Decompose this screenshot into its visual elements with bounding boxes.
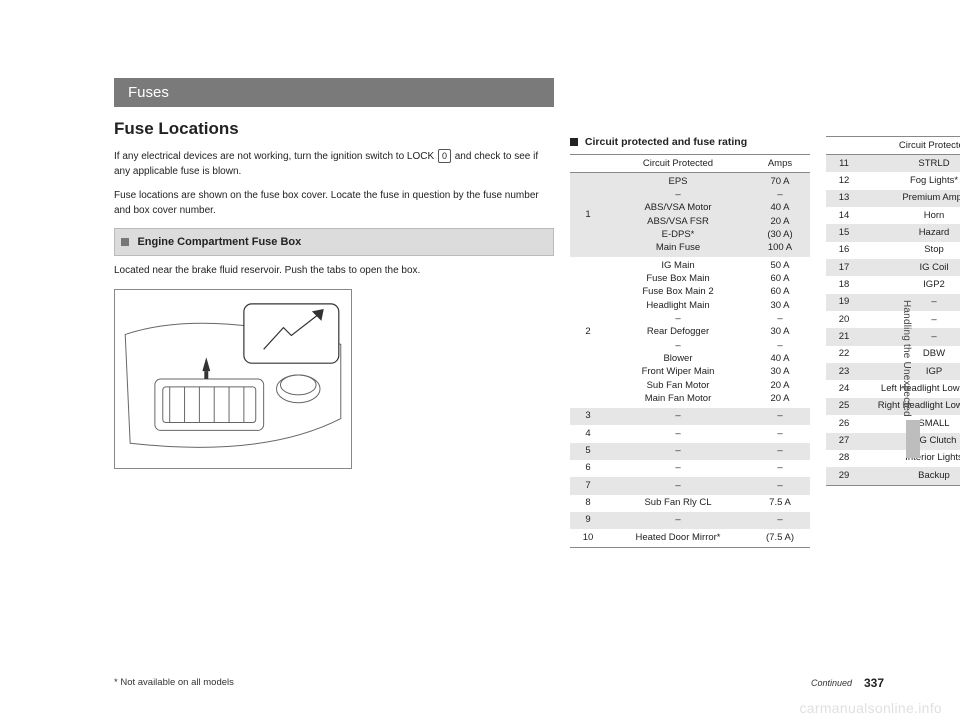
intro-text-1a: If any electrical devices are not workin… [114,151,437,162]
table-row: 8Sub Fan Rly CL7.5 A [570,495,810,512]
th-amps: Amps [750,155,810,173]
continued-label: Continued [811,678,852,688]
table-row: 9–– [570,512,810,529]
table-row: 24Left Headlight Low Beam10 A [826,380,960,397]
table-row: 11STRLD7.5 A [826,155,960,173]
table-row: 25Right Headlight Low Beam10 A [826,398,960,415]
manual-page: Fuses Fuse Locations If any electrical d… [0,0,960,722]
table-row: 18IGP215 A [826,276,960,293]
table-heading-text: Circuit protected and fuse rating [585,136,747,148]
table-row: 5–– [570,443,810,460]
chapter-side-label: Handling the Unexpected [901,300,912,417]
lock-position-glyph: 0 [438,149,451,163]
table-row: 28Interior Lights7.5 A [826,450,960,467]
th-index [570,155,606,173]
fuse-table-right: Circuit Protected Amps 11STRLD7.5 A12Fog… [826,136,960,486]
table-row: 29Backup10 A [826,467,960,485]
square-bullet-icon [121,238,129,246]
th-circuit: Circuit Protected [862,137,960,155]
table-row: 15Hazard10 A [826,224,960,241]
watermark: carmanualsonline.info [800,700,943,716]
table-row: 20–– [826,311,960,328]
table-row: 4–– [570,425,810,442]
table-heading: Circuit protected and fuse rating [570,136,810,148]
table-row: 16Stop10 A [826,242,960,259]
section-title: Fuses [128,84,169,101]
th-circuit: Circuit Protected [606,155,750,173]
table-row: 1EPS–ABS/VSA MotorABS/VSA FSRE-DPS*Main … [570,173,810,258]
th-index [826,137,862,155]
fuse-table-left: Circuit Protected Amps 1EPS–ABS/VSA Moto… [570,154,810,548]
subsection-bar: Engine Compartment Fuse Box [114,228,554,256]
intro-paragraph-1: If any electrical devices are not workin… [114,149,554,179]
column-right: Circuit Protected Amps 11STRLD7.5 A12Fog… [826,78,960,548]
table-row: 19–– [826,294,960,311]
table-row: 27MG Clutch7.5 A [826,433,960,450]
page-number: 337 [864,676,884,690]
table-row: 26SMALL20 A [826,415,960,432]
table-row: 14Horn10 A [826,207,960,224]
table-row: 3–– [570,408,810,425]
subsection-text: Located near the brake fluid reservoir. … [114,264,554,279]
square-bullet-icon [570,138,578,146]
table-row: 21–– [826,328,960,345]
table-row: 10Heated Door Mirror*(7.5 A) [570,529,810,547]
table-row: 23IGP15 A [826,363,960,380]
table-row: 12Fog Lights*(20 A) [826,172,960,189]
subsection-title: Engine Compartment Fuse Box [137,236,301,248]
table-row: 22DBW15 A [826,346,960,363]
intro-paragraph-2: Fuse locations are shown on the fuse box… [114,189,554,218]
table-row: 17IG Coil15 A [826,259,960,276]
content-columns: Fuses Fuse Locations If any electrical d… [0,0,960,548]
table-row: 2IG MainFuse Box MainFuse Box Main 2Head… [570,257,810,408]
table-row: 6–– [570,460,810,477]
table-row: 13Premium Amp*(20 A) [826,190,960,207]
engine-diagram [114,289,352,469]
chapter-side-tab [906,420,920,458]
page-title: Fuse Locations [114,119,554,139]
footnote: * Not available on all models [114,677,234,688]
section-title-bar: Fuses [114,78,554,107]
column-middle: Circuit protected and fuse rating Circui… [570,78,810,548]
column-left: Fuses Fuse Locations If any electrical d… [114,78,554,548]
table-row: 7–– [570,477,810,494]
